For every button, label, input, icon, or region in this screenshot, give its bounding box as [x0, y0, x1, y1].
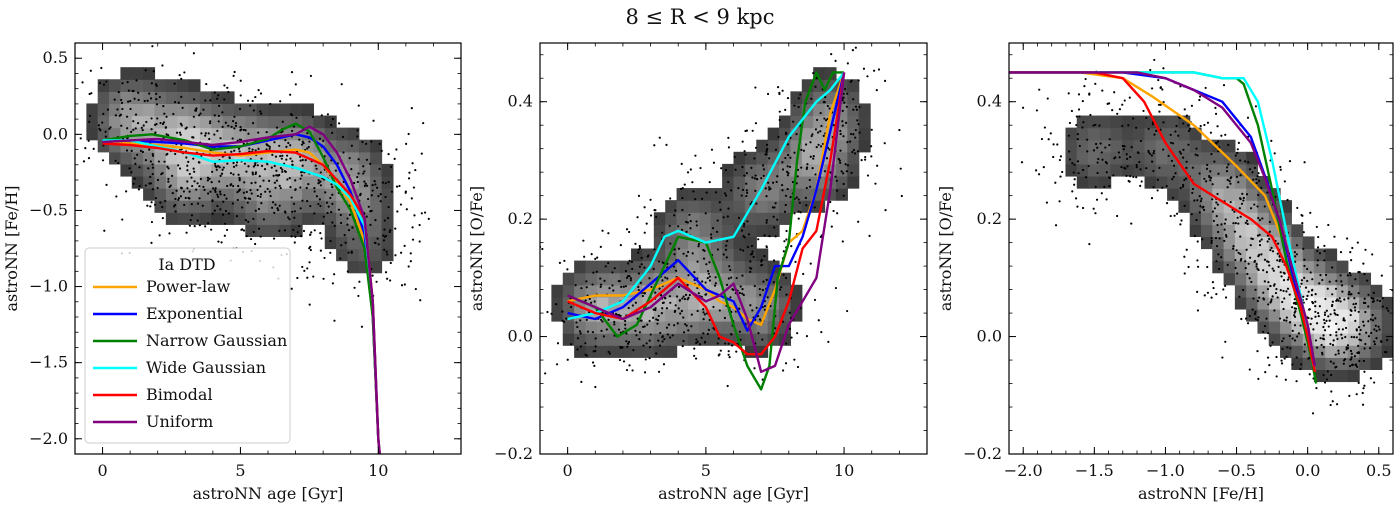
y-tick-label: −0.5 — [29, 200, 68, 219]
y-tick-label: −0.2 — [494, 444, 533, 463]
axes-frame — [1008, 42, 1394, 455]
x-tick-label: −1.5 — [1075, 461, 1114, 480]
x-tick-label: −2.0 — [1004, 461, 1043, 480]
x-axis-label: astroNN age [Gyr] — [193, 484, 344, 503]
y-axis-label: astroNN [O/Fe] — [467, 186, 486, 311]
ticks — [74, 43, 462, 455]
x-axis-label: astroNN age [Gyr] — [658, 484, 809, 503]
x-axis-label: astroNN [Fe/H] — [1138, 484, 1264, 503]
series-uniform — [1009, 71, 1316, 367]
density-histogram — [1065, 115, 1393, 383]
scatter-points — [540, 46, 903, 389]
y-tick-label: 0.0 — [977, 327, 1002, 346]
plot-area — [1009, 58, 1393, 415]
figure-suptitle: 8 ≤ R < 9 kpc — [625, 5, 774, 29]
legend-label: Narrow Gaussian — [146, 331, 287, 350]
legend-label: Uniform — [146, 412, 213, 431]
legend-entry: Power-law — [93, 277, 231, 296]
y-tick-label: −0.2 — [963, 444, 1002, 463]
x-tick-label: 5 — [235, 461, 245, 480]
series-wide-gaussian — [567, 71, 846, 321]
legend-entry: Narrow Gaussian — [93, 331, 287, 350]
legend-entry: Wide Gaussian — [93, 358, 266, 377]
x-tick-label: 5 — [701, 461, 711, 480]
legend-entry: Uniform — [93, 412, 213, 431]
x-tick-label: −1.0 — [1146, 461, 1185, 480]
legend-label: Exponential — [146, 304, 243, 323]
ticks — [1008, 43, 1393, 455]
series-narrow-gaussian — [102, 122, 381, 454]
y-tick-label: 0.2 — [977, 209, 1002, 228]
y-axis-label: astroNN [O/Fe] — [936, 186, 955, 311]
legend-label: Power-law — [146, 277, 231, 296]
series-bimodal — [567, 72, 846, 356]
legend-entries: Power-law Exponential Narrow Gaussian Wide … — [93, 277, 287, 431]
legend-label: Bimodal — [146, 385, 213, 404]
scatter-points — [1020, 58, 1393, 415]
panel-ofe-vs-feh: −2.0 −1.5 −1.0 −0.5 0.0 0.5 −0.2 0.0 0.2 0.4 astro… — [936, 42, 1394, 503]
y-tick-label: −1.0 — [29, 277, 68, 296]
series-uniform — [102, 125, 381, 454]
legend-label: Wide Gaussian — [146, 358, 266, 377]
y-tick-label: −2.0 — [29, 429, 68, 448]
density-histogram — [86, 67, 394, 274]
ticks — [539, 43, 928, 455]
y-tick-label: 0.0 — [43, 124, 68, 143]
legend-entry: Bimodal — [93, 385, 213, 404]
panel-ofe-vs-age: 0 5 10 −0.2 0.0 0.2 0.4 astroNN age [Gyr] astroN… — [467, 42, 928, 503]
x-tick-label: 0.0 — [1295, 461, 1320, 480]
y-tick-label: 0.5 — [43, 48, 68, 67]
series-narrow-gaussian — [567, 71, 845, 391]
y-tick-label: 0.2 — [508, 209, 533, 228]
y-tick-label: 0.4 — [508, 92, 533, 111]
x-tick-label: 0.5 — [1366, 461, 1391, 480]
legend: Ia DTD Power-law Exponential Narrow Gaussi… — [84, 247, 291, 444]
legend-entry: Exponential — [93, 304, 243, 323]
panel-feh-vs-age: 0 5 10 −2.0 −1.5 −1.0 −0.5 0.0 0.5 astroNN age [G… — [2, 42, 462, 503]
y-axis-label: astroNN [Fe/H] — [2, 185, 21, 311]
series-exponential — [567, 72, 846, 332]
plot-area — [79, 45, 430, 454]
y-tick-label: 0.4 — [977, 92, 1002, 111]
y-tick-label: 0.0 — [508, 327, 533, 346]
x-tick-label: −0.5 — [1217, 461, 1256, 480]
series-bimodal — [1009, 71, 1316, 373]
x-tick-label: 10 — [368, 461, 388, 480]
x-tick-label: 0 — [563, 461, 573, 480]
x-tick-label: 0 — [97, 461, 107, 480]
x-tick-label: 10 — [834, 461, 854, 480]
y-tick-label: −1.5 — [29, 353, 68, 372]
legend-title: Ia DTD — [158, 255, 215, 274]
series-uniform — [567, 72, 846, 373]
plot-area — [540, 46, 903, 391]
